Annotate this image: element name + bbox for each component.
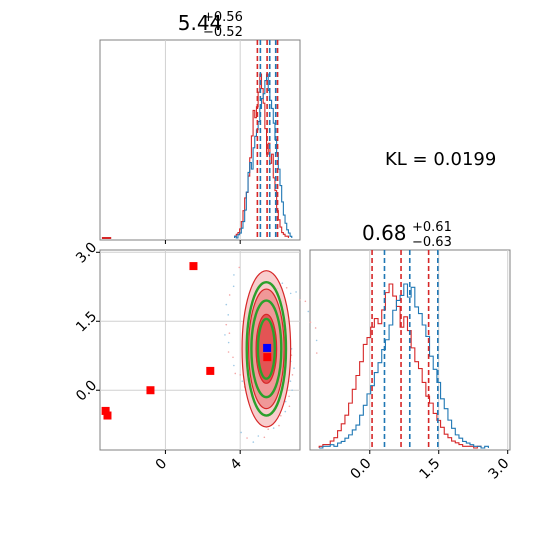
sample-dot	[295, 291, 297, 293]
x-tick-label: 0	[153, 456, 171, 474]
scatter-point-red	[146, 386, 155, 395]
sample-dot	[224, 334, 226, 336]
sample-dot	[227, 351, 230, 353]
hist1-grid	[164, 40, 241, 240]
scatter-point-red	[263, 353, 272, 362]
sample-dot	[289, 292, 292, 295]
param2-title: 0.68	[362, 221, 407, 245]
sample-dot	[272, 427, 275, 429]
joint-contours	[101, 262, 318, 443]
sample-dot	[280, 414, 282, 417]
tick-labels: 0 4 0.0 0.0 1.5 1.5 3.0 3.0	[73, 239, 512, 482]
hist2-histograms	[318, 250, 489, 450]
hist1-histograms	[101, 40, 293, 240]
x-tick-label: 3.0	[485, 456, 512, 483]
sample-dot	[239, 374, 242, 376]
sample-dot	[298, 299, 301, 301]
hist1-panel	[99, 39, 301, 241]
sample-dot	[233, 274, 235, 276]
sample-dot	[288, 395, 290, 398]
sample-dot	[284, 410, 287, 413]
sample-dot	[232, 285, 235, 288]
y-tick-label: 0.0	[73, 377, 100, 404]
scatter-point-red	[101, 406, 110, 415]
kl-label: KL = 0.0199	[385, 149, 496, 170]
sample-dot	[227, 314, 230, 316]
param2-title-sub: −0.63	[412, 235, 452, 250]
sample-dot	[285, 286, 288, 289]
x-tick-label: 0.0	[348, 456, 375, 483]
sample-dot	[291, 374, 294, 376]
sample-dot	[225, 303, 228, 306]
param1-title-value: 5.44	[178, 11, 223, 35]
sample-dot	[257, 435, 260, 437]
sample-dot	[293, 367, 295, 369]
sample-dot	[304, 300, 307, 303]
contour-green	[250, 299, 283, 399]
sample-dot	[267, 428, 269, 431]
contour-green	[245, 280, 288, 417]
y-tick-label: 1.5	[73, 308, 100, 335]
hist2-blue-series	[319, 283, 489, 449]
x-tick-label: 4	[227, 455, 245, 473]
sample-dot	[278, 424, 280, 427]
hist1-blue-series	[234, 73, 293, 239]
sample-dot	[228, 294, 231, 296]
y-tick-label: 3.0	[73, 239, 100, 266]
param1-title: 5.44	[178, 11, 223, 35]
sample-dot	[307, 310, 310, 313]
sample-dot	[284, 400, 287, 403]
sample-dot	[234, 372, 237, 375]
scatter-point-red	[103, 411, 112, 420]
contour-green	[256, 317, 276, 380]
sample-dot	[309, 321, 312, 324]
sample-dot	[291, 389, 293, 392]
sample-dot	[289, 380, 292, 382]
sample-dot	[252, 441, 255, 443]
sample-dot	[281, 282, 284, 285]
sample-dot	[228, 332, 231, 334]
scatter-point-red	[189, 262, 198, 271]
joint-grid	[100, 250, 300, 450]
param2-title-sup: +0.61	[412, 220, 452, 235]
sample-dot	[314, 327, 317, 329]
hist2-red-series	[318, 283, 482, 449]
sample-dot	[246, 437, 248, 439]
scatter-point-red	[206, 366, 215, 375]
hist1-red-series	[234, 73, 289, 238]
sample-dot	[240, 431, 242, 434]
param1-title-sub: −0.52	[203, 25, 243, 40]
joint-panel	[99, 249, 301, 451]
sample-dot	[288, 405, 291, 408]
sample-dot	[225, 323, 228, 326]
scatter-point-blue	[263, 343, 272, 352]
tick-marks	[96, 240, 509, 454]
sample-dot	[227, 341, 230, 344]
x-tick-label: 1.5	[417, 456, 444, 483]
hist2-grid	[369, 250, 509, 450]
sample-dot	[233, 364, 235, 367]
param1-title-sup: +0.56	[203, 10, 243, 25]
sample-dot	[315, 352, 318, 354]
sample-dot	[315, 339, 318, 342]
sample-dot	[232, 356, 234, 359]
sample-dot	[263, 436, 266, 439]
sample-dot	[241, 380, 244, 382]
sample-dot	[238, 266, 241, 269]
